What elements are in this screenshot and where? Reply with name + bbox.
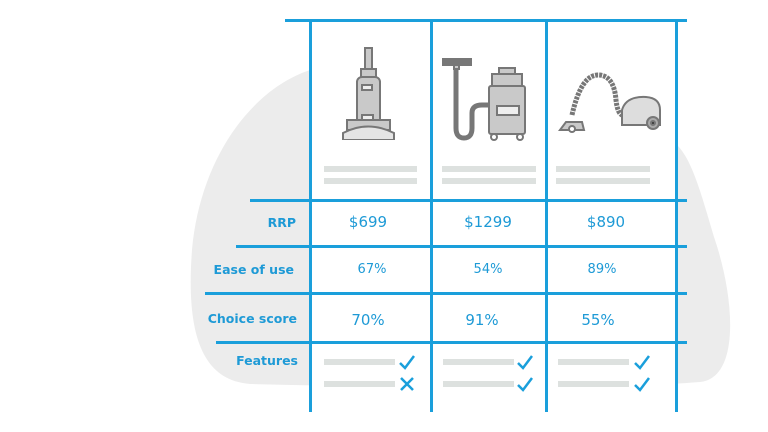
feature-placeholder: [324, 359, 395, 365]
feature-placeholder: [443, 381, 514, 387]
ease-of-use-value: 54%: [473, 262, 503, 277]
product-name-placeholder: [442, 178, 536, 184]
check-icon: [634, 355, 650, 370]
ease-of-use-value: 67%: [357, 262, 387, 277]
row-divider: [205, 292, 687, 295]
product-name-placeholder: [556, 166, 650, 172]
check-icon: [517, 377, 533, 392]
product-name-placeholder: [556, 178, 650, 184]
row-label-choice-score: Choice score: [207, 311, 297, 326]
rrp-value: $890: [586, 213, 626, 231]
feature-placeholder: [324, 381, 395, 387]
check-icon: [399, 355, 415, 370]
row-label-features: Features: [236, 353, 298, 368]
row-label-rrp: RRP: [267, 215, 296, 230]
choice-score-value: 70%: [351, 311, 385, 329]
cross-icon: [400, 377, 414, 391]
column-divider: [430, 20, 433, 412]
check-icon: [634, 377, 650, 392]
table-top-line: [285, 19, 687, 22]
column-divider: [545, 20, 548, 412]
upright-vacuum-icon: [342, 47, 395, 140]
column-divider: [675, 20, 678, 412]
row-divider: [250, 199, 687, 202]
feature-placeholder: [443, 359, 514, 365]
canister-vacuum-icon: [558, 72, 661, 133]
rrp-value: $1299: [464, 213, 512, 231]
product-name-placeholder: [442, 166, 536, 172]
wet-dry-vacuum-icon: [442, 58, 526, 141]
column-divider: [309, 20, 312, 412]
feature-placeholder: [558, 359, 629, 365]
check-icon: [517, 355, 533, 370]
row-label-ease-of-use: Ease of use: [213, 262, 294, 277]
rrp-value: $699: [348, 213, 388, 231]
product-name-placeholder: [324, 166, 417, 172]
feature-placeholder: [558, 381, 629, 387]
ease-of-use-value: 89%: [587, 262, 617, 277]
product-name-placeholder: [324, 178, 417, 184]
choice-score-value: 91%: [465, 311, 499, 329]
row-divider: [216, 341, 687, 344]
choice-score-value: 55%: [581, 311, 615, 329]
row-divider: [236, 245, 687, 248]
